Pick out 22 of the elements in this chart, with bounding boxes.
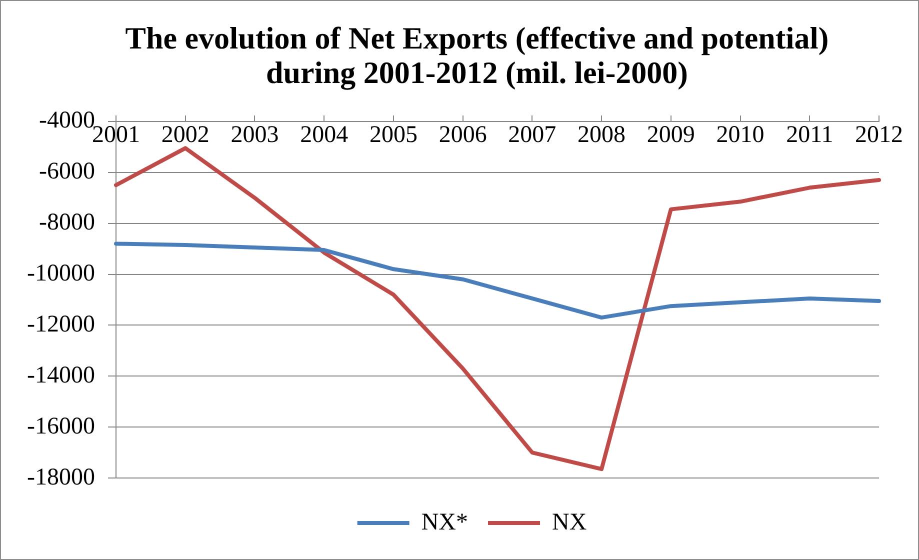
y-tick-label: -18000 [27, 464, 95, 490]
x-tick-label: 2009 [646, 122, 695, 148]
x-tick-label: 2011 [786, 122, 834, 148]
x-tick-label: 2006 [438, 122, 487, 148]
x-tick-label: 2003 [230, 122, 279, 148]
chart-title: The evolution of Net Exports (effective and potential) during 2001-2012 (mil. lei-2000) [125, 20, 829, 90]
x-tick-label: 2005 [369, 122, 418, 148]
y-tick-label: -8000 [39, 210, 95, 236]
x-tick-label: 2002 [161, 122, 210, 148]
y-tick-label: -10000 [27, 260, 95, 287]
x-tick-label: 2010 [716, 122, 764, 148]
x-tick-label: 2007 [508, 122, 556, 148]
y-tick-label: -14000 [27, 362, 95, 388]
legend-label: NX [552, 509, 587, 536]
y-tick-label: -12000 [27, 311, 95, 338]
legend-label: NX* [421, 509, 468, 536]
y-tick-label: -16000 [27, 413, 95, 440]
x-tick-label: 2008 [578, 122, 626, 148]
x-tick-label: 2004 [300, 122, 348, 148]
y-tick-label: -6000 [39, 158, 95, 185]
x-tick-label: 2012 [855, 122, 903, 148]
y-tick-label: -4000 [39, 108, 95, 134]
